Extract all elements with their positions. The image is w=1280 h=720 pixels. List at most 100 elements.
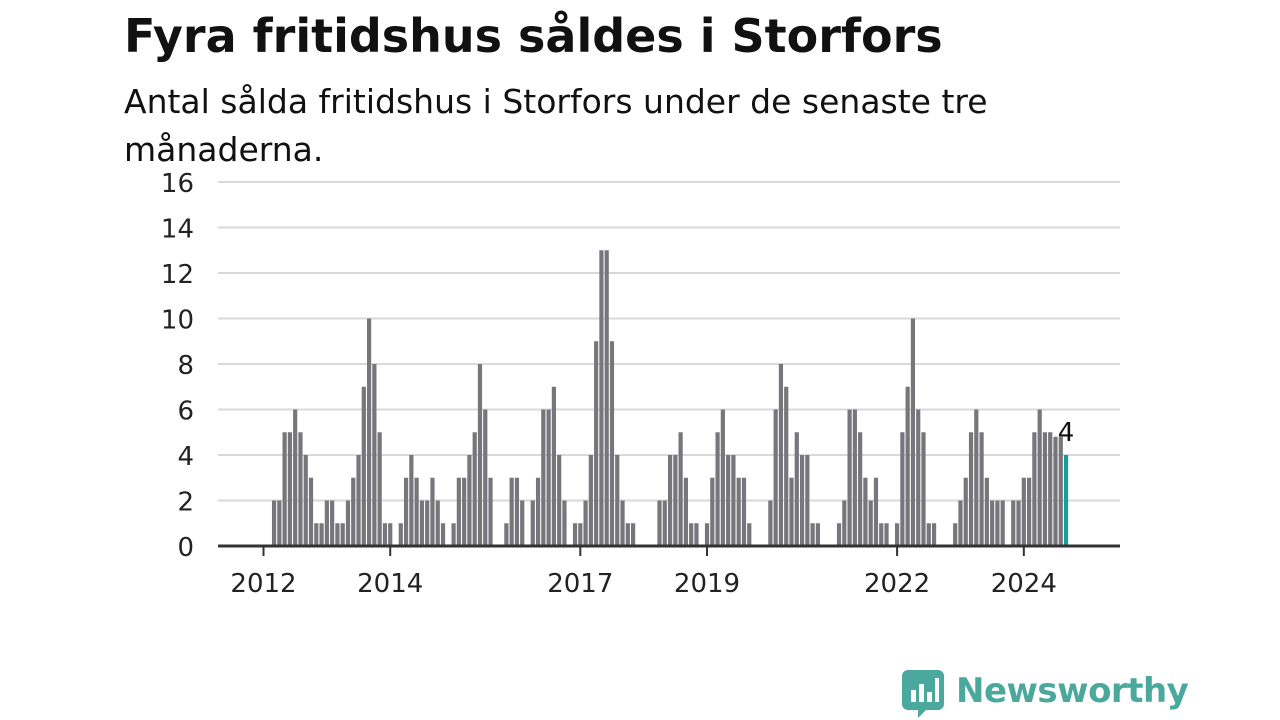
bar bbox=[551, 386, 556, 546]
bar bbox=[604, 250, 609, 546]
bar bbox=[673, 455, 678, 546]
bar bbox=[799, 455, 805, 546]
y-tick-label: 16 bbox=[161, 169, 194, 199]
bar bbox=[879, 523, 884, 546]
x-tick-label: 2019 bbox=[674, 569, 740, 599]
bar bbox=[694, 523, 699, 546]
bar bbox=[1042, 432, 1048, 546]
bar bbox=[340, 523, 345, 546]
bar bbox=[963, 477, 968, 546]
bar bbox=[836, 523, 842, 546]
bar bbox=[594, 341, 599, 546]
bar bbox=[852, 409, 857, 546]
bar bbox=[667, 455, 673, 546]
bar bbox=[483, 409, 488, 546]
highlight-value-label: 4 bbox=[1058, 418, 1075, 448]
bar bbox=[456, 477, 461, 546]
x-tick-label: 2024 bbox=[991, 569, 1057, 599]
y-tick-label: 14 bbox=[161, 215, 194, 245]
bar bbox=[298, 432, 303, 546]
bar bbox=[842, 500, 847, 546]
bar bbox=[462, 477, 467, 546]
bar bbox=[271, 500, 277, 546]
bar bbox=[805, 455, 810, 546]
bar bbox=[514, 477, 520, 546]
bar bbox=[916, 409, 921, 546]
bar bbox=[731, 455, 736, 546]
bar bbox=[794, 432, 799, 546]
bar bbox=[815, 523, 820, 546]
brand-name: Newsworthy bbox=[956, 671, 1189, 711]
bar bbox=[546, 409, 551, 546]
bar bbox=[953, 523, 958, 546]
bar bbox=[504, 523, 509, 546]
bar bbox=[710, 477, 715, 546]
chart-title: Fyra fritidshus såldes i Storfors bbox=[124, 9, 943, 63]
bar bbox=[430, 477, 435, 546]
bar bbox=[995, 500, 1000, 546]
bar bbox=[372, 364, 377, 546]
bar bbox=[905, 386, 910, 546]
bar bbox=[1021, 477, 1026, 546]
bar bbox=[741, 477, 747, 546]
bar bbox=[382, 523, 388, 546]
bar bbox=[509, 477, 514, 546]
bar bbox=[683, 477, 688, 546]
bar bbox=[1037, 409, 1042, 546]
y-tick-label: 0 bbox=[177, 533, 194, 563]
bar bbox=[409, 455, 414, 546]
bar bbox=[287, 432, 292, 546]
bar bbox=[324, 500, 329, 546]
bar bbox=[403, 477, 409, 546]
newsworthy-logo: Newsworthy bbox=[902, 670, 1189, 720]
bar bbox=[1000, 500, 1005, 546]
bar bbox=[895, 523, 900, 546]
bar bbox=[477, 364, 483, 546]
y-tick-label: 4 bbox=[177, 442, 194, 472]
bar bbox=[562, 500, 567, 546]
bar bbox=[398, 523, 403, 546]
x-tick-label: 2014 bbox=[357, 569, 423, 599]
x-tick-label: 2022 bbox=[864, 569, 930, 599]
bar bbox=[303, 455, 308, 546]
bar bbox=[1011, 500, 1016, 546]
bar bbox=[1016, 500, 1021, 546]
bar bbox=[377, 432, 382, 546]
bar bbox=[1058, 436, 1063, 546]
bar bbox=[472, 432, 477, 546]
x-tick-label: 2017 bbox=[547, 569, 613, 599]
bar bbox=[367, 318, 372, 546]
bar bbox=[625, 523, 630, 546]
bar bbox=[620, 500, 625, 546]
bar bbox=[609, 341, 615, 546]
bar bbox=[704, 523, 710, 546]
bar bbox=[715, 432, 720, 546]
bar bbox=[958, 500, 963, 546]
bar bbox=[678, 432, 683, 546]
bar bbox=[990, 500, 995, 546]
bar bbox=[784, 386, 789, 546]
y-tick-label: 8 bbox=[177, 351, 194, 381]
bar bbox=[931, 523, 937, 546]
bar bbox=[736, 477, 741, 546]
bar bbox=[440, 523, 446, 546]
bar bbox=[572, 523, 578, 546]
bar bbox=[356, 455, 361, 546]
bar bbox=[615, 455, 620, 546]
bar bbox=[979, 432, 984, 546]
bar bbox=[926, 523, 931, 546]
bar bbox=[435, 500, 440, 546]
bar bbox=[747, 523, 752, 546]
bar bbox=[541, 409, 546, 546]
bar bbox=[419, 500, 424, 546]
bar bbox=[768, 500, 773, 546]
bar bbox=[662, 500, 667, 546]
bar bbox=[330, 500, 335, 546]
bar bbox=[414, 477, 419, 546]
bar bbox=[884, 523, 889, 546]
bar bbox=[789, 477, 794, 546]
bar bbox=[921, 432, 926, 546]
y-tick-label: 6 bbox=[177, 397, 194, 427]
bar bbox=[689, 523, 694, 546]
